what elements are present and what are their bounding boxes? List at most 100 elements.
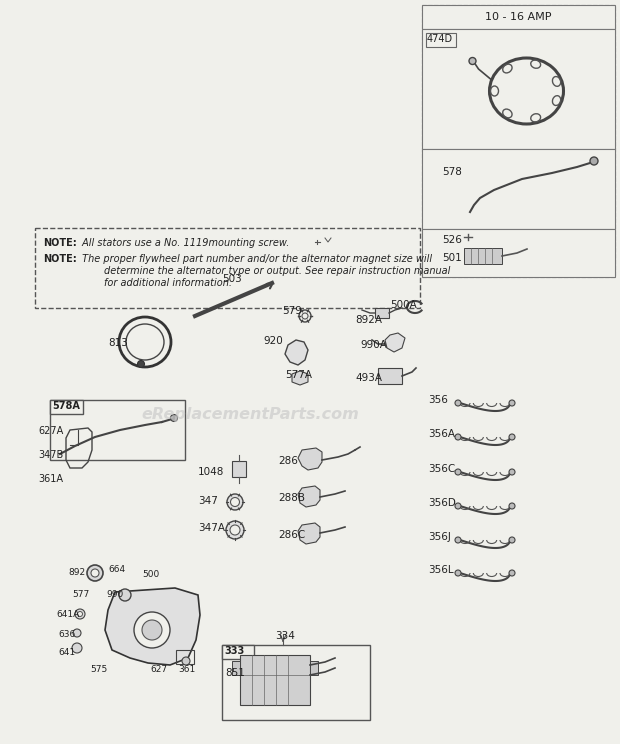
Bar [222, 645, 254, 659]
Polygon shape [298, 448, 322, 470]
Text: NOTE:: NOTE: [43, 238, 77, 248]
Text: 627A: 627A [38, 426, 63, 436]
Circle shape [226, 521, 244, 539]
Circle shape [509, 537, 515, 543]
Text: 361A: 361A [38, 474, 63, 484]
Text: 356J: 356J [428, 532, 451, 542]
Circle shape [509, 570, 515, 576]
Bar [240, 655, 310, 705]
Circle shape [455, 400, 461, 406]
Bar [422, 229, 615, 277]
Circle shape [91, 569, 99, 577]
Text: 577A: 577A [285, 370, 312, 380]
Text: 990: 990 [106, 590, 123, 599]
Bar [35, 228, 420, 308]
Bar [422, 5, 615, 277]
Circle shape [72, 643, 82, 653]
Ellipse shape [126, 324, 164, 360]
Text: 356D: 356D [428, 498, 456, 508]
Text: 356: 356 [428, 395, 448, 405]
Polygon shape [298, 486, 320, 507]
Circle shape [230, 525, 240, 535]
Text: 641A: 641A [56, 610, 79, 619]
Text: 1048: 1048 [198, 467, 224, 477]
Text: 627: 627 [150, 665, 167, 674]
Text: 920: 920 [263, 336, 283, 346]
Text: All stators use a No. 1119mounting screw.: All stators use a No. 1119mounting screw… [79, 238, 290, 248]
Bar [375, 308, 389, 318]
Text: 361: 361 [178, 665, 195, 674]
Circle shape [509, 469, 515, 475]
Polygon shape [298, 523, 320, 544]
Text: 813: 813 [108, 338, 128, 348]
Text: 356L: 356L [428, 565, 454, 575]
Bar [426, 33, 456, 47]
Text: 526: 526 [442, 235, 462, 245]
Text: 500: 500 [142, 570, 159, 579]
Text: 501: 501 [442, 253, 462, 263]
Polygon shape [105, 588, 200, 665]
Circle shape [455, 469, 461, 475]
Bar [422, 29, 615, 149]
Circle shape [142, 620, 162, 640]
Bar [422, 5, 615, 29]
Bar [422, 149, 615, 229]
Text: 347A: 347A [198, 523, 225, 533]
Text: 334: 334 [275, 631, 295, 641]
Circle shape [170, 414, 177, 422]
Circle shape [509, 503, 515, 509]
Bar [50, 400, 185, 460]
Text: 641: 641 [58, 648, 75, 657]
Text: 333: 333 [224, 646, 244, 656]
Text: 851: 851 [225, 668, 245, 678]
Text: 892: 892 [68, 568, 85, 577]
Text: 356C: 356C [428, 464, 455, 474]
Circle shape [78, 612, 82, 617]
Circle shape [87, 565, 103, 581]
Bar [50, 400, 83, 414]
Text: NOTE:: NOTE: [43, 254, 77, 264]
Text: 474D: 474D [427, 34, 453, 44]
Text: 579: 579 [282, 306, 302, 316]
Circle shape [455, 537, 461, 543]
Circle shape [590, 157, 598, 165]
Circle shape [73, 629, 81, 637]
Text: 503: 503 [222, 274, 242, 284]
Circle shape [119, 589, 131, 601]
Circle shape [469, 57, 476, 65]
Circle shape [302, 313, 308, 319]
Text: 288B: 288B [278, 493, 305, 503]
Text: 577: 577 [72, 590, 89, 599]
Circle shape [455, 503, 461, 509]
Bar [378, 368, 402, 384]
Bar [310, 661, 318, 675]
Polygon shape [292, 371, 308, 385]
Text: 578A: 578A [52, 401, 80, 411]
Text: 664: 664 [108, 565, 125, 574]
Text: 892A: 892A [355, 315, 382, 325]
Bar [464, 248, 502, 264]
Circle shape [509, 434, 515, 440]
Text: 493A: 493A [355, 373, 382, 383]
Bar [176, 650, 194, 664]
Text: determine the alternator type or output. See repair instruction manual: determine the alternator type or output.… [79, 266, 450, 276]
Text: 636: 636 [58, 630, 75, 639]
Circle shape [134, 612, 170, 648]
Circle shape [299, 310, 311, 322]
Circle shape [75, 609, 85, 619]
Circle shape [509, 400, 515, 406]
Bar [222, 645, 370, 720]
Polygon shape [385, 333, 405, 352]
Text: 990A: 990A [360, 340, 387, 350]
Text: 575: 575 [90, 665, 107, 674]
Circle shape [231, 498, 239, 507]
Bar [232, 661, 240, 675]
Text: 500A: 500A [390, 300, 417, 310]
Text: 578: 578 [442, 167, 462, 177]
Text: 347: 347 [198, 496, 218, 506]
Polygon shape [285, 340, 308, 365]
Text: for additional information.: for additional information. [79, 278, 232, 288]
Text: 10 - 16 AMP: 10 - 16 AMP [485, 12, 552, 22]
Text: The proper flywheel part number and/or the alternator magnet size will: The proper flywheel part number and/or t… [79, 254, 432, 264]
Text: 286: 286 [278, 456, 298, 466]
